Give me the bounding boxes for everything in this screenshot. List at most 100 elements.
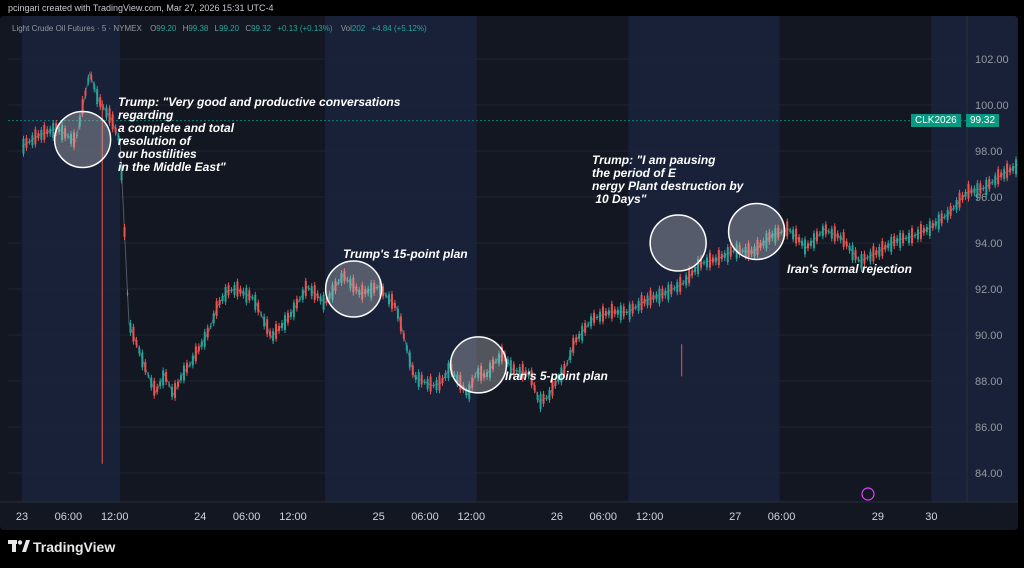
tradingview-logo: TradingView [8,539,115,555]
candle-body [899,232,902,248]
candle-body [355,286,358,292]
candle-body [301,289,304,300]
open-value: 99.20 [156,24,177,33]
candle-body [958,192,961,208]
candle-body [266,319,269,335]
candle-body [697,258,700,274]
candle-body [902,233,905,244]
candle-body [179,375,182,381]
candle-body [331,284,334,300]
candle-body [809,240,812,246]
candle-body [747,243,750,259]
candle-body [58,126,61,132]
candle-body [182,365,185,381]
candle-body [940,213,943,224]
candle-body [726,247,729,263]
candle-body [967,183,970,199]
candle-body [839,235,842,241]
candle-body [99,97,102,108]
candle-body [364,289,367,295]
candle-body [379,281,382,297]
candle-body [1012,166,1015,172]
candle-body [28,141,31,143]
x-tick-label: 06:00 [233,511,261,523]
candle-body [390,293,393,309]
candle-body [777,227,780,238]
candle-body [928,221,931,236]
candle-body [471,377,474,388]
y-tick-label: 90.00 [975,330,1003,342]
chart-legend: Light Crude Oil Futures · 5 · NYMEX O99.… [12,24,427,33]
candle-body [411,365,414,376]
candle-body [22,138,25,154]
candle-body [497,353,500,364]
candle-body [52,123,55,139]
candle-body [236,281,239,297]
candle-body [328,293,331,299]
candle-body [278,325,281,331]
candle-body [866,257,869,259]
candle-body [801,240,804,246]
candle-body [685,275,688,286]
candle-body [827,231,830,233]
candle-body [869,251,872,262]
candle-body [937,214,940,230]
candle-body [596,317,599,319]
candle-body [976,183,979,198]
x-tick-label: 24 [194,511,206,523]
candle-body [73,132,76,148]
symbol-label: Light Crude Oil Futures · 5 · NYMEX [12,24,142,33]
annotation-circle [53,110,112,169]
candle-body [242,290,245,296]
annotation-circle [449,336,508,394]
candle-body [257,302,260,313]
candle-body [536,394,539,400]
y-tick-label: 86.00 [975,422,1003,434]
candle-body [545,397,548,399]
candle-body [973,188,976,194]
candle-body [881,241,884,256]
candle-body [815,231,818,242]
candle-body [1003,168,1006,179]
candle-body [557,376,560,382]
candle-body [590,316,593,327]
symbol-price-tag: CLK2026 [911,114,961,127]
candle-body [676,282,679,293]
candle-body [432,385,435,387]
y-tick-label: 92.00 [975,284,1003,296]
annotation-trump-conversations: Trump: "Very good and productive convers… [118,95,401,174]
candle-body [197,346,200,352]
low-value: 99.20 [219,24,240,33]
candle-body [607,310,610,316]
candle-body [477,368,480,379]
candle-body [741,250,744,252]
candle-body [75,134,78,136]
candle-body [955,200,958,210]
candle-body [474,375,477,377]
candle-body [682,282,685,284]
candle-body [622,306,625,317]
candle-body [878,246,881,257]
chart-frame[interactable]: 102.00 100.00 98.00 96.00 94.00 92.00 90.00 88.… [0,16,1018,530]
candle-body [729,246,732,257]
candle-body [171,386,174,397]
price-chart[interactable]: 102.00 100.00 98.00 96.00 94.00 92.00 90.00 88.… [0,16,1018,530]
candle-body [150,377,153,388]
candle-body [952,207,955,209]
candle-body [405,345,408,351]
candle-body [872,246,875,262]
candle-body [836,233,839,239]
candle-body [628,304,631,320]
candle-body [156,386,159,392]
candle-body [316,293,319,299]
candle-body [661,288,664,299]
vol-change-value: +4.84 (+5.12%) [371,24,427,33]
candle-body [512,364,515,375]
candle-body [857,259,860,261]
candle-body [509,360,512,376]
candle-body [159,381,162,387]
candle-body [946,209,949,220]
candle-body [129,322,132,333]
candle-body [506,359,509,365]
candle-body [325,297,328,303]
